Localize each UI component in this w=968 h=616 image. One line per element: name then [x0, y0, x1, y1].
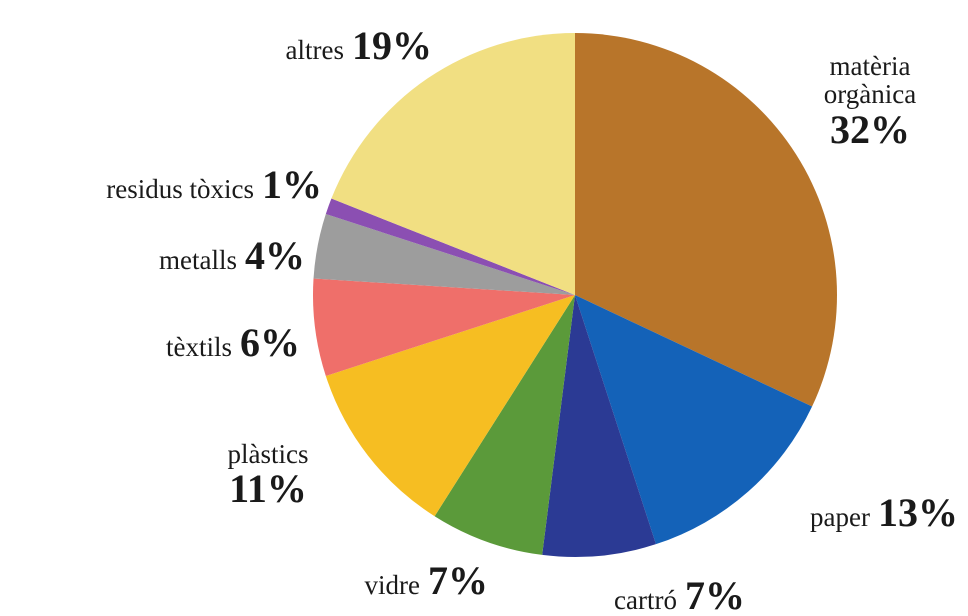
value-label: 19%: [352, 22, 432, 69]
slice-label: metalls 4%: [159, 232, 305, 279]
category-label: altres: [286, 35, 344, 66]
category-label: residus tòxics: [106, 174, 254, 205]
category-label: matèria orgànica: [785, 52, 955, 109]
category-label: cartró: [614, 585, 677, 616]
value-label: 13%: [878, 489, 958, 536]
value-label: 7%: [428, 557, 488, 604]
slice-label: cartró 7%: [614, 572, 745, 616]
category-label: plàstics: [228, 440, 309, 468]
slice-label: paper 13%: [810, 489, 958, 536]
slice-label: residus tòxics 1%: [106, 161, 322, 208]
category-label: tèxtils: [166, 332, 232, 363]
value-label: 4%: [245, 232, 305, 279]
value-label: 7%: [685, 572, 745, 616]
value-label: 1%: [262, 161, 322, 208]
value-label: 6%: [240, 319, 300, 366]
slice-label: tèxtils 6%: [166, 319, 300, 366]
slice-label: altres 19%: [286, 22, 432, 69]
category-label: metalls: [159, 245, 237, 276]
value-label: 11%: [229, 468, 307, 510]
slice-label: vidre 7%: [365, 557, 488, 604]
category-label: paper: [810, 502, 870, 533]
chart: matèria orgànica32%paper13%cartró7%vidre…: [0, 0, 968, 616]
value-label: 32%: [830, 109, 910, 151]
category-label: vidre: [365, 570, 420, 601]
